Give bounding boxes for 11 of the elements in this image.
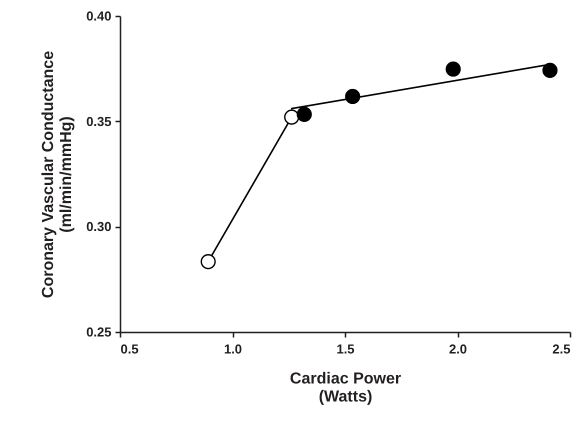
y-axis-title: Coronary Vascular Conductance (ml/min/mmHg) — [40, 50, 76, 298]
y-tick-label: 0.35 — [86, 114, 112, 129]
y-tick-label: 0.40 — [86, 8, 112, 24]
x-tick-label: 0.5 — [120, 342, 139, 356]
y-tick-label: 0.25 — [86, 324, 112, 340]
x-axis-title: Cardiac Power (Watts) — [290, 370, 402, 406]
x-tick-label: 1.5 — [336, 342, 355, 356]
x-tick-label: 2.0 — [448, 342, 468, 356]
x-tick-label: 1.0 — [224, 342, 242, 356]
x-tick-label: 2.5 — [552, 342, 570, 356]
y-tick-label: 0.30 — [86, 219, 112, 234]
